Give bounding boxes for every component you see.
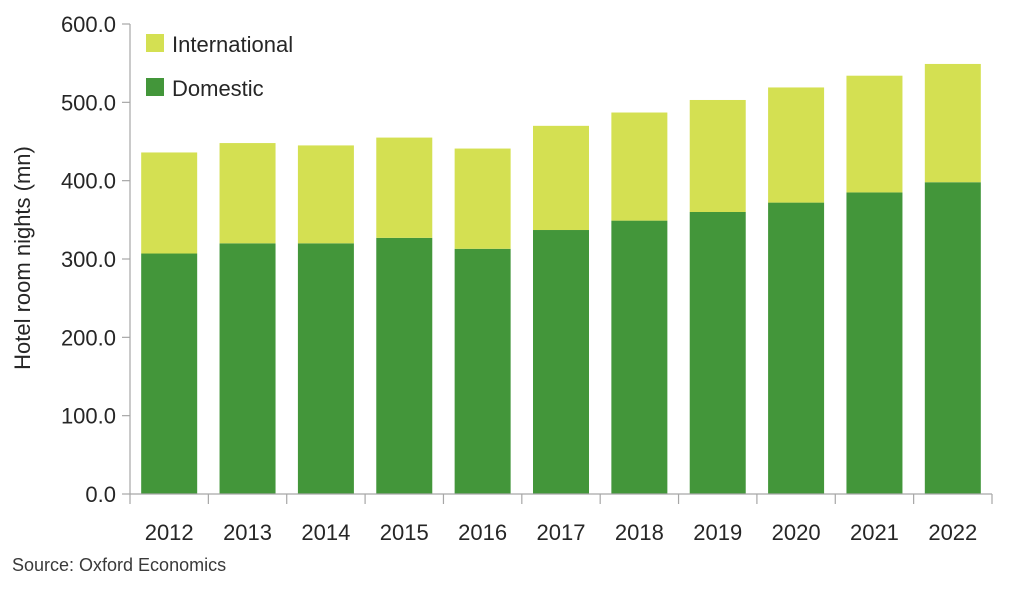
y-tick-label: 100.0 <box>61 404 116 429</box>
y-tick-label: 400.0 <box>61 169 116 194</box>
bar-domestic-2015 <box>376 237 433 494</box>
legend-swatch-domestic <box>146 78 164 96</box>
y-axis-title: Hotel room nights (mn) <box>10 146 35 370</box>
legend: International Domestic <box>146 32 293 101</box>
x-tick-label: 2020 <box>772 520 821 545</box>
bar-domestic-2020 <box>768 202 825 494</box>
legend-label-international: International <box>172 32 293 57</box>
x-tick-label: 2017 <box>537 520 586 545</box>
y-tick-label: 500.0 <box>61 90 116 115</box>
bar-international-2018 <box>611 112 668 221</box>
bar-international-2017 <box>533 125 589 231</box>
legend-swatch-international <box>146 34 164 52</box>
bar-international-2013 <box>219 143 276 244</box>
axes: 2012 2013 2014 2015 2016 2017 2018 2019 2020 2021… <box>61 12 993 545</box>
bar-domestic-2018 <box>611 220 668 494</box>
x-tick-label: 2019 <box>693 520 742 545</box>
bar-international-2016 <box>454 148 511 249</box>
bar-international-2012 <box>141 152 198 254</box>
x-tick-label: 2021 <box>850 520 899 545</box>
bar-international-2019 <box>689 99 746 212</box>
bar-domestic-2014 <box>297 243 354 494</box>
bar-domestic-2016 <box>454 248 511 494</box>
bar-international-2021 <box>846 75 903 193</box>
x-tick-label: 2018 <box>615 520 664 545</box>
y-tick-label: 300.0 <box>61 247 116 272</box>
bar-domestic-2017 <box>533 230 589 494</box>
y-tick-label: 0.0 <box>85 482 116 507</box>
bar-domestic-2012 <box>141 253 198 494</box>
bar-domestic-2022 <box>924 182 981 494</box>
x-tick-label: 2012 <box>145 520 194 545</box>
bar-international-2022 <box>924 63 981 183</box>
bar-international-2020 <box>768 87 825 203</box>
x-tick-label: 2014 <box>301 520 350 545</box>
x-tick-label: 2015 <box>380 520 429 545</box>
chart-svg: 2012 2013 2014 2015 2016 2017 2018 2019 2020 2021… <box>10 12 993 545</box>
plot-area <box>141 63 981 494</box>
y-tick-label: 200.0 <box>61 325 116 350</box>
bar-domestic-2021 <box>846 192 903 494</box>
bar-domestic-2013 <box>219 243 276 494</box>
bar-international-2015 <box>376 137 433 238</box>
x-tick-label: 2013 <box>223 520 272 545</box>
source-note: Source: Oxford Economics <box>12 555 227 575</box>
x-tick-label: 2022 <box>928 520 977 545</box>
legend-label-domestic: Domestic <box>172 76 264 101</box>
bar-domestic-2019 <box>689 212 746 494</box>
bar-international-2014 <box>297 145 354 244</box>
x-tick-label: 2016 <box>458 520 507 545</box>
y-tick-label: 600.0 <box>61 12 116 37</box>
